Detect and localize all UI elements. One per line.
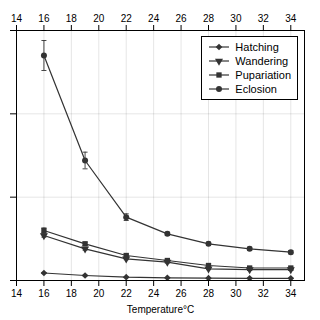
svg-text:16: 16 (38, 13, 50, 24)
svg-text:26: 26 (176, 288, 188, 299)
html-text:Eclosion: Eclosion (235, 83, 277, 95)
svg-text:34: 34 (285, 13, 297, 24)
svg-text:18: 18 (66, 13, 78, 24)
html-text:Hatching: Hatching (235, 41, 279, 53)
svg-text:18: 18 (66, 288, 78, 299)
svg-text:32: 32 (258, 288, 270, 299)
svg-text:26: 26 (176, 13, 188, 24)
svg-text:24: 24 (148, 288, 160, 299)
svg-text:30: 30 (230, 288, 242, 299)
svg-text:28: 28 (203, 13, 215, 24)
svg-text:22: 22 (121, 13, 133, 24)
svg-text:20: 20 (93, 288, 105, 299)
svg-text:34: 34 (285, 288, 297, 299)
svg-text:14: 14 (11, 288, 23, 299)
svg-text:28: 28 (203, 288, 215, 299)
svg-text:Temperature°C: Temperature°C (127, 304, 194, 315)
svg-text:14: 14 (11, 13, 23, 24)
svg-text:20: 20 (93, 13, 105, 24)
html-text:Pupariation: Pupariation (235, 69, 291, 81)
svg-text:30: 30 (230, 13, 242, 24)
svg-text:32: 32 (258, 13, 270, 24)
html-text:Wandering: Wandering (235, 55, 289, 67)
svg-text:16: 16 (38, 288, 50, 299)
svg-text:24: 24 (148, 13, 160, 24)
svg-text:22: 22 (121, 288, 133, 299)
